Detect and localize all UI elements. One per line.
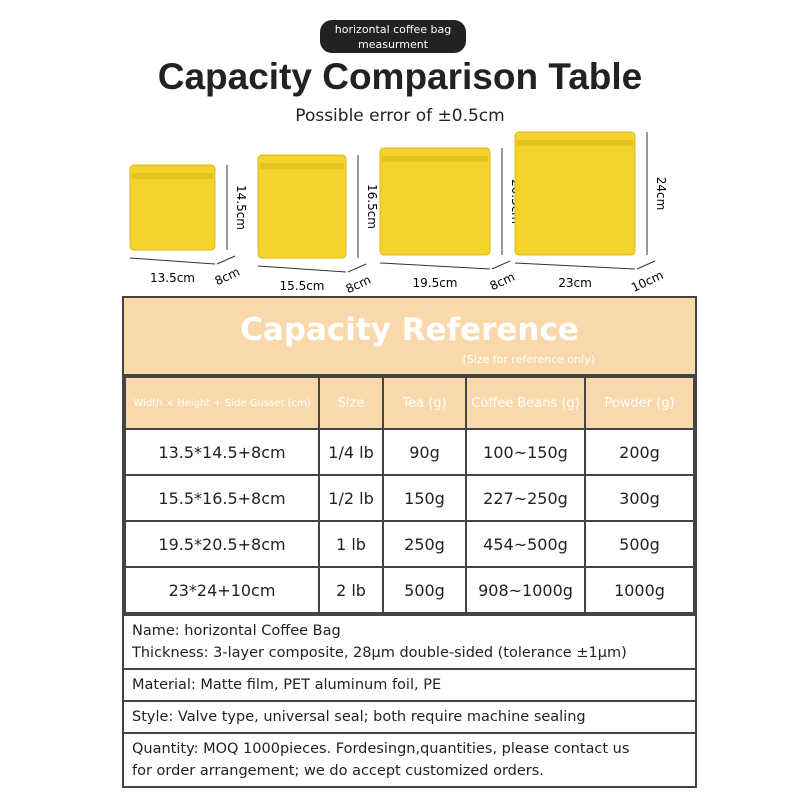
- table-cell: 227~250g: [465, 474, 586, 522]
- dim-line: [129, 257, 216, 265]
- table-cell: 1000g: [584, 566, 695, 614]
- column-header: Powder (g): [584, 376, 695, 430]
- table-cell: 1 lb: [318, 520, 384, 568]
- bag-gusset: 8cm: [213, 265, 242, 289]
- table-cell: 150g: [382, 474, 467, 522]
- dim-line: [514, 262, 636, 270]
- bag-width: 19.5cm: [412, 276, 457, 290]
- table-cell: 300g: [584, 474, 695, 522]
- header-row: Width × Height + Side Gusset (cm) Size Tea…: [124, 376, 695, 430]
- table-note: (Size for reference only): [462, 353, 595, 366]
- bag-seal: [132, 173, 213, 179]
- note-box: Style: Valve type, universal seal; both …: [124, 700, 695, 732]
- table-row: 23*24+10cm 2 lb 500g 908~1000g 1000g: [124, 566, 695, 614]
- table-cell: 500g: [382, 566, 467, 614]
- note-line: Style: Valve type, universal seal; both …: [132, 709, 586, 725]
- table: Width × Height + Side Gusset (cm) Size Tea…: [124, 376, 695, 614]
- note-line: Thickness: 3-layer composite, 28μm doubl…: [132, 645, 627, 661]
- subtitle: Possible error of ±0.5cm: [295, 106, 505, 126]
- bag-body: [514, 131, 636, 256]
- bag-height: 24cm: [654, 177, 668, 211]
- dim-line: [257, 265, 347, 273]
- badge-line: measurment: [357, 38, 429, 51]
- column-header: Width × Height + Side Gusset (cm): [124, 376, 320, 430]
- table-cell: 19.5*20.5+8cm: [124, 520, 320, 568]
- note-line: Material: Matte film, PET aluminum foil,…: [132, 677, 442, 693]
- column-header: Tea (g): [382, 376, 467, 430]
- table-cell: 1/4 lb: [318, 428, 384, 476]
- table-row: 15.5*16.5+8cm 1/2 lb 150g 227~250g 300g: [124, 474, 695, 522]
- bag-seal: [382, 156, 488, 162]
- bag-gusset: 8cm: [344, 273, 373, 295]
- bag-height: 16.5cm: [365, 184, 379, 229]
- table-title: Capacity Reference: [240, 312, 579, 348]
- table-cell: 100~150g: [465, 428, 586, 476]
- bag-width: 13.5cm: [150, 271, 195, 285]
- notes: Name: horizontal Coffee Bag Thickness: 3-…: [124, 614, 695, 786]
- note-line: Name: horizontal Coffee Bag: [132, 623, 341, 639]
- dim-line: [216, 255, 236, 265]
- note-box: Name: horizontal Coffee Bag Thickness: 3-…: [124, 614, 695, 668]
- column-header: Coffee Beans (g): [465, 376, 586, 430]
- table-row: 13.5*14.5+8cm 1/4 lb 90g 100~150g 200g: [124, 428, 695, 476]
- table-cell: 2 lb: [318, 566, 384, 614]
- dim-line: [636, 260, 656, 270]
- note-line: Quantity: MOQ 1000pieces. Fordesingn,qua…: [132, 741, 630, 757]
- table-cell: 500g: [584, 520, 695, 568]
- bag-width: 23cm: [558, 276, 592, 290]
- bag-seal: [260, 163, 344, 169]
- bag-body: [379, 147, 491, 256]
- table-row: 19.5*20.5+8cm 1 lb 250g 454~500g 500g: [124, 520, 695, 568]
- badge-line: horizontal coffee bag: [334, 23, 452, 36]
- table-cell: 23*24+10cm: [124, 566, 320, 614]
- bag-gusset: 8cm: [488, 270, 517, 294]
- bag: 14.5cm 13.5cm 8cm: [129, 164, 248, 289]
- bag-height: 14.5cm: [234, 185, 248, 230]
- title: Capacity Comparison Table: [157, 56, 643, 97]
- bag-width: 15.5cm: [279, 279, 324, 293]
- capacity-table: Capacity Reference (Size for reference o…: [122, 296, 697, 788]
- table-cell: 1/2 lb: [318, 474, 384, 522]
- table-cell: 90g: [382, 428, 467, 476]
- table-cell: 13.5*14.5+8cm: [124, 428, 320, 476]
- bag-body: [257, 154, 347, 259]
- table-cell: 250g: [382, 520, 467, 568]
- dim-line: [491, 260, 511, 270]
- dim-line: [379, 262, 491, 270]
- note-box: Material: Matte film, PET aluminum foil,…: [124, 668, 695, 700]
- table-cell: 15.5*16.5+8cm: [124, 474, 320, 522]
- bag-seal: [517, 140, 633, 146]
- bag-body: [129, 164, 216, 251]
- table-cell: 200g: [584, 428, 695, 476]
- bags: 14.5cm13.5cm8cm16.5cm15.5cm8cm20.5cm19.5…: [129, 131, 668, 295]
- dim-line: [347, 263, 367, 273]
- table-header: Capacity Reference (Size for reference o…: [124, 298, 695, 376]
- note-box: Quantity: MOQ 1000pieces. Fordesingn,qua…: [124, 732, 695, 786]
- table-cell: 454~500g: [465, 520, 586, 568]
- bag: 24cm 23cm 10cm: [514, 131, 668, 295]
- column-header: Size: [318, 376, 384, 430]
- note-line: for order arrangement; we do accept cust…: [132, 763, 544, 779]
- badge: horizontal coffee bag measurment: [320, 20, 466, 53]
- table-cell: 908~1000g: [465, 566, 586, 614]
- bag-gusset: 10cm: [629, 268, 665, 295]
- bag: 16.5cm 15.5cm 8cm: [257, 154, 379, 295]
